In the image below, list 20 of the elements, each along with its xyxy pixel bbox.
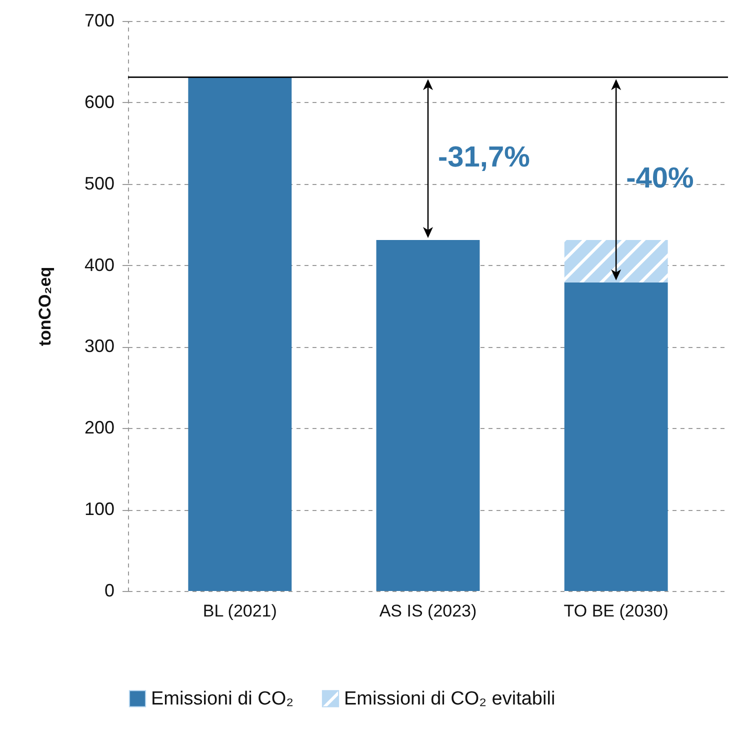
- annotation: -40%: [626, 162, 694, 194]
- legend-label: Emissioni di CO₂ evitabili: [344, 688, 556, 710]
- bar: [188, 77, 292, 591]
- x-tick-label: TO BE (2030): [564, 602, 668, 620]
- y-tick-label: 700: [84, 10, 114, 30]
- legend-label: Emissioni di CO₂: [151, 688, 294, 710]
- y-tick-label: 200: [84, 418, 114, 438]
- bar: [376, 240, 480, 591]
- annotation: -31,7%: [438, 141, 530, 174]
- y-tick-label: 600: [84, 92, 114, 112]
- x-tick-label: AS IS (2023): [379, 602, 477, 620]
- y-tick-label: 0: [104, 580, 114, 600]
- y-tick-label: 500: [84, 173, 114, 194]
- bar: [564, 282, 668, 591]
- y-axis-title: tonCO₂eq: [35, 266, 54, 346]
- y-tick-label: 300: [84, 336, 114, 356]
- bar: [564, 240, 668, 282]
- y-tick-label: 400: [84, 254, 114, 275]
- x-tick-label: BL (2021): [202, 602, 277, 620]
- y-tick-label: 100: [84, 499, 114, 520]
